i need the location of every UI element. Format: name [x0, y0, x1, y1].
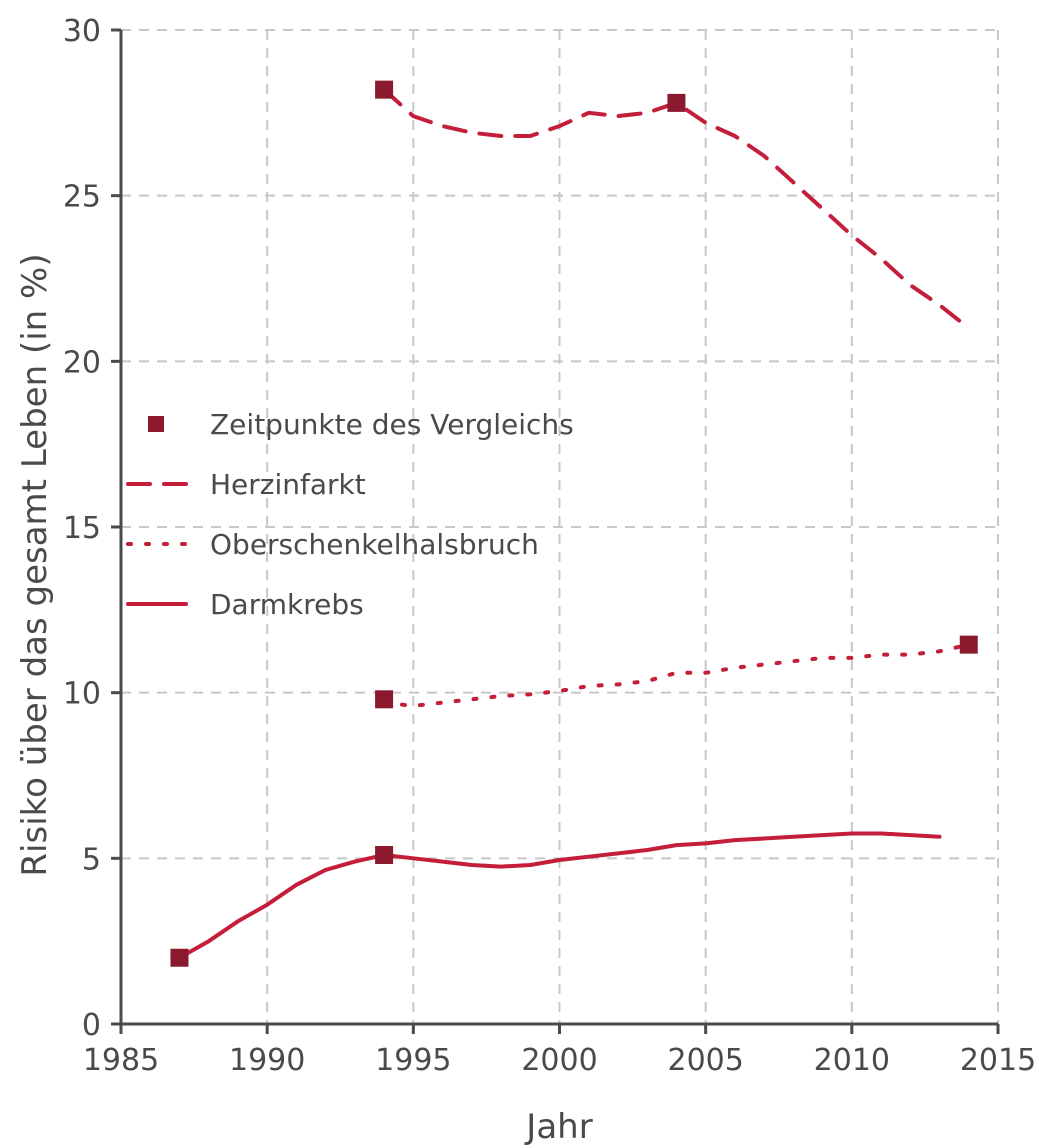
y-tick-label: 20 [63, 345, 101, 380]
legend-label: Darmkrebs [210, 588, 364, 621]
legend-label: Zeitpunkte des Vergleichs [210, 408, 574, 441]
y-axis-title: Risiko über das gesamt Leben (in %) [15, 253, 55, 876]
x-tick-label: 2005 [667, 1043, 743, 1078]
legend-label: Herzinfarkt [210, 468, 366, 501]
legend-item: Oberschenkelhalsbruch [126, 528, 539, 561]
y-tick-label: 30 [63, 14, 101, 49]
x-tick-label: 1995 [375, 1043, 451, 1078]
comparison-marker [375, 846, 394, 865]
y-tick-label: 15 [63, 511, 101, 546]
y-tick-label: 5 [82, 842, 101, 877]
series-line-oberschenkelhalsbruch [382, 642, 971, 708]
comparison-marker [375, 80, 394, 99]
y-tick-label: 10 [63, 677, 101, 712]
legend-label: Oberschenkelhalsbruch [210, 528, 539, 561]
comparison-marker [667, 93, 686, 112]
comparison-markers [170, 80, 978, 967]
series-line-darmkrebs [177, 831, 942, 960]
legend-item: Darmkrebs [126, 588, 364, 621]
y-tick-label: 0 [82, 1008, 101, 1043]
comparison-marker [375, 690, 394, 709]
x-tick-label: 2015 [960, 1043, 1036, 1078]
x-tick-label: 1985 [83, 1043, 159, 1078]
grid [121, 29, 999, 1024]
series-lines [177, 87, 971, 960]
legend-item: Zeitpunkte des Vergleichs [148, 408, 574, 441]
x-tick-label: 2000 [521, 1043, 597, 1078]
x-tick-label: 2010 [814, 1043, 890, 1078]
axes: 0 5 10 15 20 25 30 1985 1990 1995 2000 2005 2010 2015 [63, 14, 1036, 1078]
legend-item: Herzinfarkt [126, 468, 366, 501]
x-axis-title: Jahr [524, 1107, 592, 1147]
comparison-marker [170, 948, 189, 967]
legend: Zeitpunkte des Vergleichs Herzinfarkt Ober… [126, 408, 574, 621]
x-tick-label: 1990 [229, 1043, 305, 1078]
y-tick-label: 25 [63, 180, 101, 215]
legend-swatch-marker [148, 416, 164, 432]
comparison-marker [959, 635, 978, 654]
series-line-herzinfarkt [382, 87, 971, 331]
